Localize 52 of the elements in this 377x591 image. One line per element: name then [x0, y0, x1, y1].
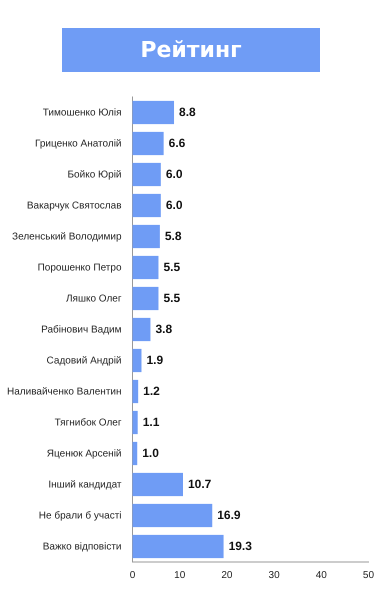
y-tick-label: Зеленський Володимир — [12, 231, 122, 242]
bar — [132, 534, 224, 558]
y-tick-label: Рабінович Вадим — [41, 324, 122, 336]
x-tick-label: 50 — [362, 570, 374, 581]
bar — [132, 380, 138, 404]
bar — [132, 224, 160, 248]
chart-title: Рейтинг — [62, 28, 320, 72]
bar — [132, 348, 142, 372]
data-label: 5.8 — [164, 228, 182, 243]
data-label: 8.8 — [179, 104, 196, 119]
data-label: 10.7 — [188, 476, 212, 491]
bar — [132, 410, 138, 434]
data-label: 6.0 — [166, 166, 183, 181]
y-tick-label: Садовий Андрій — [46, 355, 122, 366]
bar — [132, 132, 164, 156]
y-tick-label: Тимошенко Юлія — [42, 107, 122, 118]
bar — [132, 162, 161, 186]
bar — [132, 194, 161, 218]
x-tick-label: 20 — [221, 570, 233, 581]
y-tick-label: Не брали б участі — [38, 510, 122, 522]
data-label: 1.0 — [142, 446, 160, 460]
data-label: 5.5 — [163, 260, 180, 274]
y-tick-label: Порошенко Петро — [38, 262, 122, 274]
data-label: 16.9 — [217, 508, 241, 522]
x-tick-label: 10 — [174, 570, 186, 581]
y-tick-label: Тягнибок Олег — [54, 417, 122, 428]
data-label: 19.3 — [228, 538, 252, 553]
bar — [132, 100, 174, 124]
data-label: 6.6 — [168, 136, 186, 150]
y-tick-label: Гриценко Анатолій — [34, 138, 122, 150]
bar — [132, 504, 212, 528]
data-label: 1.2 — [143, 384, 160, 398]
bar — [132, 256, 158, 280]
x-tick-label: 30 — [268, 570, 280, 581]
x-tick-label: 40 — [316, 570, 328, 581]
y-tick-label: Наливайченко Валентин — [6, 386, 122, 398]
data-label: 6.0 — [166, 198, 183, 212]
y-tick-label: Важко відповісти — [42, 541, 122, 552]
bar — [132, 472, 183, 496]
y-tick-label: Вакарчук Святослав — [26, 200, 122, 212]
data-label: 3.8 — [155, 322, 172, 336]
bar — [132, 286, 158, 310]
y-tick-label: Бойко Юрій — [67, 169, 122, 180]
bar — [132, 442, 138, 466]
data-label: 1.1 — [142, 414, 160, 429]
y-tick-label: Ляшко Олег — [66, 293, 122, 304]
x-tick-label: 0 — [130, 570, 136, 581]
y-tick-label: Інший кандидат — [48, 479, 122, 490]
bar — [132, 318, 150, 342]
y-tick-label: Яценюк Арсеній — [46, 448, 122, 460]
data-label: 5.5 — [163, 290, 180, 305]
data-label: 1.9 — [146, 352, 164, 367]
